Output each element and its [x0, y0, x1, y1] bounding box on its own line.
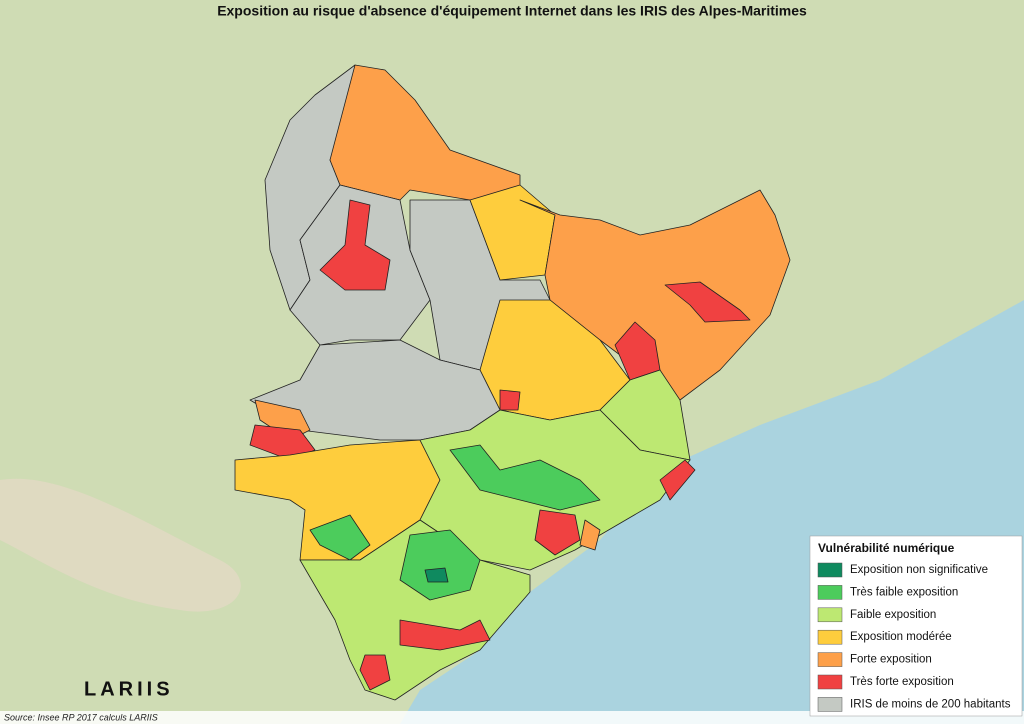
region	[534, 509, 581, 556]
legend-label: Très faible exposition	[850, 586, 958, 598]
region	[659, 459, 696, 501]
legend-swatch	[817, 652, 843, 667]
region	[319, 199, 391, 291]
legend-label: Exposition modérée	[850, 631, 952, 643]
region	[424, 567, 449, 583]
region	[309, 514, 371, 561]
legend-swatch	[817, 607, 843, 623]
region	[399, 529, 481, 601]
source: Source: Insee RP 2017 calculs LARIIS	[4, 712, 158, 722]
logo: LARIIS	[84, 678, 174, 700]
region	[519, 189, 791, 401]
plateau-area	[0, 478, 241, 612]
legend-swatch	[817, 585, 843, 600]
legend-box	[809, 535, 1023, 717]
legend-swatch	[817, 629, 843, 645]
region	[614, 321, 661, 381]
legend-title: Vulnérabilité numérique	[818, 541, 955, 555]
region	[664, 281, 751, 323]
map-title: Exposition au risque d'absence d'équipem…	[217, 3, 807, 19]
legend: Vulnérabilité numérique Exposition non s…	[809, 535, 1023, 717]
source-band	[0, 711, 1024, 724]
legend-label: Exposition non significative	[850, 564, 988, 576]
region	[579, 519, 601, 551]
region	[359, 654, 391, 691]
legend-swatch	[817, 562, 843, 578]
region	[499, 389, 521, 411]
legend-swatch	[817, 674, 843, 690]
legend-swatch	[817, 697, 843, 712]
department	[234, 64, 791, 701]
region	[399, 619, 491, 651]
legend-label: Très forte exposition	[850, 676, 954, 688]
legend-label: Faible exposition	[850, 609, 936, 621]
legend-label: IRIS de moins de 200 habitants	[850, 698, 1011, 710]
legend-label: Forte exposition	[850, 654, 932, 666]
region	[449, 444, 601, 511]
